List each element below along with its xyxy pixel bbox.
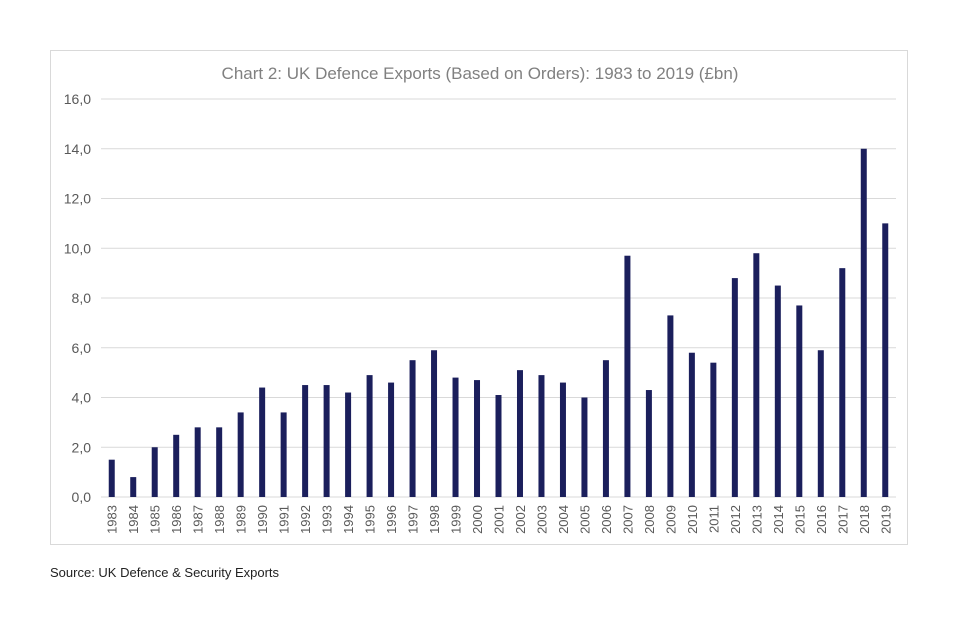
chart-title: Chart 2: UK Defence Exports (Based on Or… (222, 64, 739, 83)
bar-2007 (624, 255, 631, 497)
y-tick-label: 6,0 (72, 340, 92, 356)
bar-1994 (345, 392, 352, 497)
x-tick-label: 2011 (706, 505, 721, 533)
x-tick-label: 2003 (534, 505, 549, 534)
x-tick-label: 2001 (492, 505, 507, 534)
bar-1988 (216, 427, 223, 497)
x-tick-label: 1989 (234, 505, 249, 534)
x-tick-label: 2002 (513, 505, 528, 534)
bar-2008 (645, 390, 652, 497)
x-tick-label: 1998 (427, 505, 442, 534)
y-tick-label: 12,0 (64, 191, 91, 207)
gridlines (101, 98, 896, 498)
bar-2001 (495, 395, 502, 497)
x-tick-label: 2013 (749, 505, 764, 534)
x-tick-label: 1983 (105, 505, 120, 534)
x-tick-label: 1992 (298, 505, 313, 534)
chart-frame: Chart 2: UK Defence Exports (Based on Or… (50, 50, 908, 545)
x-tick-label: 2015 (792, 505, 807, 534)
bar-chart: Chart 2: UK Defence Exports (Based on Or… (64, 64, 896, 534)
y-tick-label: 2,0 (72, 439, 92, 455)
bar-2000 (474, 380, 481, 497)
bar-1985 (151, 447, 158, 497)
y-tick-label: 14,0 (64, 141, 91, 157)
bar-1998 (431, 350, 438, 497)
bar-2004 (559, 382, 566, 497)
bar-2015 (796, 305, 803, 497)
bar-2018 (860, 148, 867, 497)
bar-1997 (409, 360, 416, 497)
y-tick-label: 4,0 (72, 390, 92, 406)
bar-1992 (302, 385, 309, 497)
bar-1995 (366, 375, 373, 497)
bar-1993 (323, 385, 330, 497)
x-tick-label: 1999 (449, 505, 464, 534)
bar-1991 (280, 412, 287, 497)
bar-1984 (130, 477, 137, 497)
x-tick-label: 1996 (384, 505, 399, 534)
x-tick-label: 2010 (685, 505, 700, 534)
y-tick-label: 0,0 (72, 489, 92, 505)
x-tick-label: 2007 (620, 505, 635, 534)
bar-2002 (516, 370, 523, 497)
bar-2014 (774, 285, 781, 497)
x-tick-label: 2009 (663, 505, 678, 534)
bar-2011 (710, 362, 717, 497)
y-tick-label: 8,0 (72, 290, 92, 306)
x-tick-label: 1995 (363, 505, 378, 534)
bar-2005 (581, 397, 588, 497)
x-tick-label: 1991 (277, 505, 292, 534)
x-tick-label: 2004 (556, 505, 571, 534)
source-note: Source: UK Defence & Security Exports (50, 565, 280, 580)
bar-2003 (538, 375, 545, 497)
x-tick-label: 2014 (771, 505, 786, 534)
bar-2009 (667, 315, 674, 497)
bar-1987 (194, 427, 201, 497)
bar-1983 (108, 459, 115, 497)
bar-2012 (731, 278, 738, 497)
x-tick-label: 1988 (212, 505, 227, 534)
bar-2017 (839, 268, 846, 497)
bar-2019 (882, 223, 889, 497)
x-tick-label: 1993 (320, 505, 335, 534)
x-tick-label: 1994 (341, 505, 356, 534)
x-tick-label: 1985 (148, 505, 163, 534)
x-tick-label: 2006 (599, 505, 614, 534)
bars (108, 148, 889, 497)
x-tick-label: 2017 (835, 505, 850, 534)
x-tick-label: 2008 (642, 505, 657, 534)
x-tick-label: 2012 (728, 505, 743, 534)
bar-1999 (452, 377, 459, 497)
bar-2016 (817, 350, 824, 497)
bar-2010 (688, 352, 695, 497)
x-tick-label: 2000 (470, 505, 485, 534)
x-tick-label: 2018 (857, 505, 872, 534)
bar-2013 (753, 253, 760, 497)
bar-1990 (259, 387, 266, 497)
y-tick-label: 16,0 (64, 91, 91, 107)
x-tick-label: 1990 (255, 505, 270, 534)
x-tick-label: 1984 (126, 505, 141, 534)
x-tick-label: 1986 (169, 505, 184, 534)
x-axis-ticks: 1983 1984 1985 1986 1987 1988 1989 1990 1991 1992… (105, 505, 894, 534)
x-tick-label: 2005 (577, 505, 592, 534)
bar-2006 (602, 360, 609, 497)
bar-1996 (388, 382, 395, 497)
x-tick-label: 2019 (878, 505, 893, 534)
y-tick-label: 10,0 (64, 240, 91, 256)
x-tick-label: 2016 (814, 505, 829, 534)
y-axis-ticks: 0,0 2,0 4,0 6,0 8,0 10,0 12,0 14,0 16,0 (64, 91, 91, 505)
bar-1989 (237, 412, 244, 497)
bar-1986 (173, 434, 180, 497)
x-tick-label: 1987 (191, 505, 206, 534)
x-tick-label: 1997 (406, 505, 421, 534)
